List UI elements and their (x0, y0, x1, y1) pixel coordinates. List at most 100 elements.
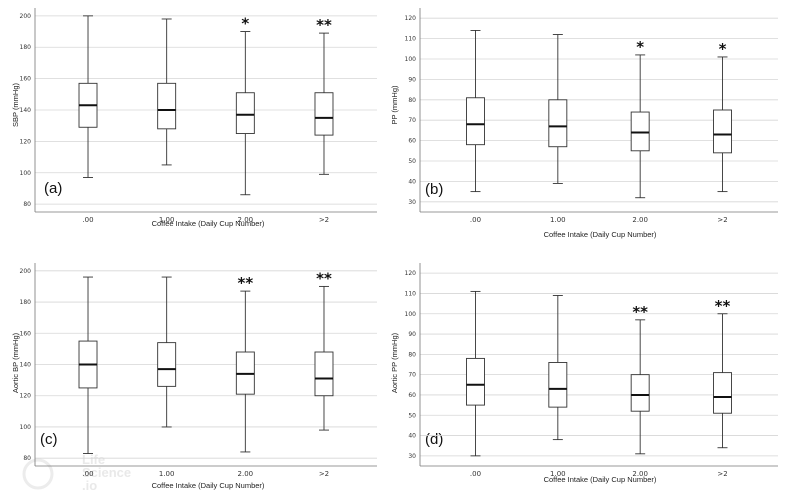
watermark-line-2: Science (82, 465, 131, 480)
panel-a-significance-marker: * (241, 15, 249, 33)
panel-b-ylabel: PP (mmHg) (390, 85, 399, 125)
panel-b-ytick-label: 70 (408, 117, 416, 124)
panel-a-xtick-label: 2.00 (238, 216, 254, 224)
panel-a-label: (a) (44, 180, 62, 197)
panel-b-ytick-label: 90 (408, 76, 416, 83)
panel-b-significance-marker: * (719, 40, 727, 58)
iqr-box (314, 351, 334, 397)
panel-a-ytick-label: 140 (20, 107, 32, 114)
iqr-box (235, 92, 255, 134)
iqr-box (713, 372, 732, 414)
panel-d-xtick-label: >2 (717, 470, 727, 478)
panel-a-ytick-label: 120 (20, 138, 32, 145)
panel-a-xtick-label: .00 (82, 216, 93, 224)
panel-a-xtick-label: 1.00 (159, 216, 175, 224)
panel-b-box-1 (466, 29, 485, 193)
iqr-box (157, 342, 177, 387)
panel-d-ytick-label: 50 (408, 412, 416, 419)
panel-c-xtick-label: 2.00 (238, 470, 254, 478)
panel-b-ytick-label: 110 (405, 36, 417, 43)
iqr-box (630, 111, 650, 152)
panel-c-box-1 (78, 276, 98, 454)
panel-c-box-3 (235, 290, 255, 453)
panel-d-xlabel: Coffee Intake (Daily Cup Number) (544, 475, 657, 484)
panel-b-xtick-label: >2 (717, 216, 727, 224)
panel-d-label: (d) (425, 431, 443, 448)
panel-d-ytick-label: 100 (405, 311, 417, 318)
panel-d-xtick-label: 1.00 (550, 470, 566, 478)
panel-a-ylabel: SBP (mmHg) (11, 82, 20, 127)
panel-b-box-3 (630, 54, 650, 199)
panel-a-box-1 (78, 15, 98, 178)
panel-d-xtick-label: .00 (470, 470, 481, 478)
iqr-box (314, 92, 334, 136)
iqr-box (466, 97, 485, 146)
panel-a-box-2 (157, 18, 177, 166)
panel-b-significance-marker: * (636, 38, 644, 56)
panel-b-xtick-label: 2.00 (632, 216, 648, 224)
watermark-logo-icon (22, 458, 54, 490)
iqr-box (157, 82, 177, 130)
panel-b-xtick-label: 1.00 (550, 216, 566, 224)
panel-d-ytick-label: 40 (408, 433, 416, 440)
panel-c-ytick-label: 80 (23, 455, 31, 462)
panel-d-ytick-label: 110 (405, 290, 417, 297)
panel-d-ytick-label: 80 (408, 351, 416, 358)
panel-d-ylabel: Aortic PP (mmHg) (390, 332, 399, 393)
panel-a-box-4 (314, 32, 334, 175)
panel-c-ytick-label: 120 (20, 393, 32, 400)
panel-c-ytick-label: 140 (20, 362, 32, 369)
panel-b-ytick-label: 50 (408, 158, 416, 165)
panel-b-ytick-label: 40 (408, 178, 416, 185)
panel-c-ytick-label: 160 (20, 330, 32, 337)
iqr-box (713, 109, 732, 154)
panel-c-box-4 (314, 285, 334, 431)
watermark: Life Science .io (22, 452, 131, 493)
iqr-box (548, 362, 568, 408)
panel-a-ytick-label: 160 (20, 76, 32, 83)
iqr-box (466, 357, 485, 406)
panel-d-box-3 (630, 319, 650, 455)
panel-d-significance-marker: ** (715, 297, 731, 315)
panel-a-box-3 (235, 31, 255, 196)
panel-a-xtick-label: >2 (319, 216, 329, 224)
panel-b-ytick-label: 30 (408, 199, 416, 206)
panel-c-ytick-label: 100 (20, 424, 32, 431)
panel-b-ytick-label: 100 (405, 56, 417, 63)
panel-d-significance-marker: ** (632, 303, 648, 321)
panel-b-box-2 (548, 34, 568, 184)
panel-c-xlabel: Coffee Intake (Daily Cup Number) (152, 481, 265, 490)
iqr-box (548, 99, 568, 148)
panel-d-ytick-label: 70 (408, 372, 416, 379)
panel-d-ytick-label: 120 (405, 270, 417, 277)
panel-a-ytick-label: 180 (20, 44, 32, 51)
panel-d-box-4 (713, 313, 732, 449)
panel-c-significance-marker: ** (316, 269, 332, 287)
panel-c-significance-marker: ** (237, 274, 253, 292)
panel-b-box-4 (713, 56, 732, 193)
panel-d-box-2 (548, 295, 568, 441)
panel-c-label: (c) (40, 431, 58, 448)
panel-a-significance-marker: ** (316, 16, 332, 34)
panel-d-ytick-label: 90 (408, 331, 416, 338)
panel-b-label: (b) (425, 181, 443, 198)
panel-c-ylabel: Aortic BP (mmHg) (11, 332, 20, 393)
panel-a-ytick-label: 200 (20, 13, 32, 20)
panel-b-xlabel: Coffee Intake (Daily Cup Number) (544, 230, 657, 239)
panel-c-box-2 (157, 276, 177, 428)
panel-b-xtick-label: .00 (470, 216, 481, 224)
panel-c-ytick-label: 180 (20, 299, 32, 306)
panel-a-xlabel: Coffee Intake (Daily Cup Number) (152, 219, 265, 228)
panel-d-ytick-label: 60 (408, 392, 416, 399)
panel-b-ytick-label: 60 (408, 138, 416, 145)
panel-b: PP (mmHg) Coffee Intake (Daily Cup Numbe… (390, 8, 778, 239)
panel-d: Aortic PP (mmHg) Coffee Intake (Daily Cu… (390, 263, 778, 484)
watermark-line-3: .io (82, 478, 97, 493)
panel-b-ytick-label: 120 (405, 15, 417, 22)
panel-c-xtick-label: .00 (82, 470, 93, 478)
panel-a-ytick-label: 100 (20, 170, 32, 177)
watermark-line-1: Life (82, 452, 105, 467)
panel-d-ytick-label: 30 (408, 453, 416, 460)
